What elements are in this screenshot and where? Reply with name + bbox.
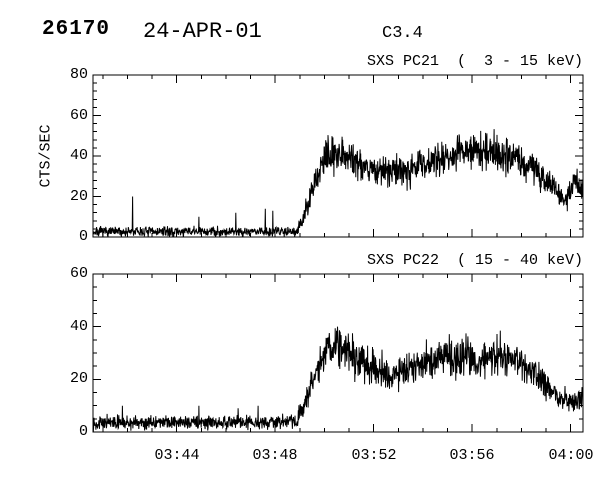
goes-class: C3.4: [382, 24, 423, 43]
top-plot-title: SXS PC21 ( 3 - 15 keV): [366, 53, 583, 70]
xtick-0400: 04:00: [548, 447, 594, 464]
top-ytick-60: 60: [69, 107, 88, 124]
top-ytick-80: 80: [69, 66, 88, 83]
bottom-ytick-40: 40: [69, 318, 88, 335]
bottom-ytick-20: 20: [69, 370, 88, 387]
bottom-ytick-60: 60: [69, 265, 88, 282]
xtick-0348: 03:48: [252, 447, 298, 464]
event-date: 24-APR-01: [143, 19, 262, 44]
top-ytick-20: 20: [69, 188, 88, 205]
top-ytick-0: 0: [78, 228, 88, 245]
xtick-0356: 03:56: [449, 447, 495, 464]
bottom-ytick-0: 0: [78, 423, 88, 440]
top-ytick-40: 40: [69, 147, 88, 164]
xtick-0352: 03:52: [351, 447, 397, 464]
lightcurve-trace-pc21: [92, 129, 584, 238]
xtick-0344: 03:44: [154, 447, 200, 464]
lightcurve-trace-pc22: [92, 326, 584, 432]
bottom-plot-title: SXS PC22 ( 15 - 40 keV): [366, 252, 583, 269]
event-number: 26170: [42, 18, 111, 41]
